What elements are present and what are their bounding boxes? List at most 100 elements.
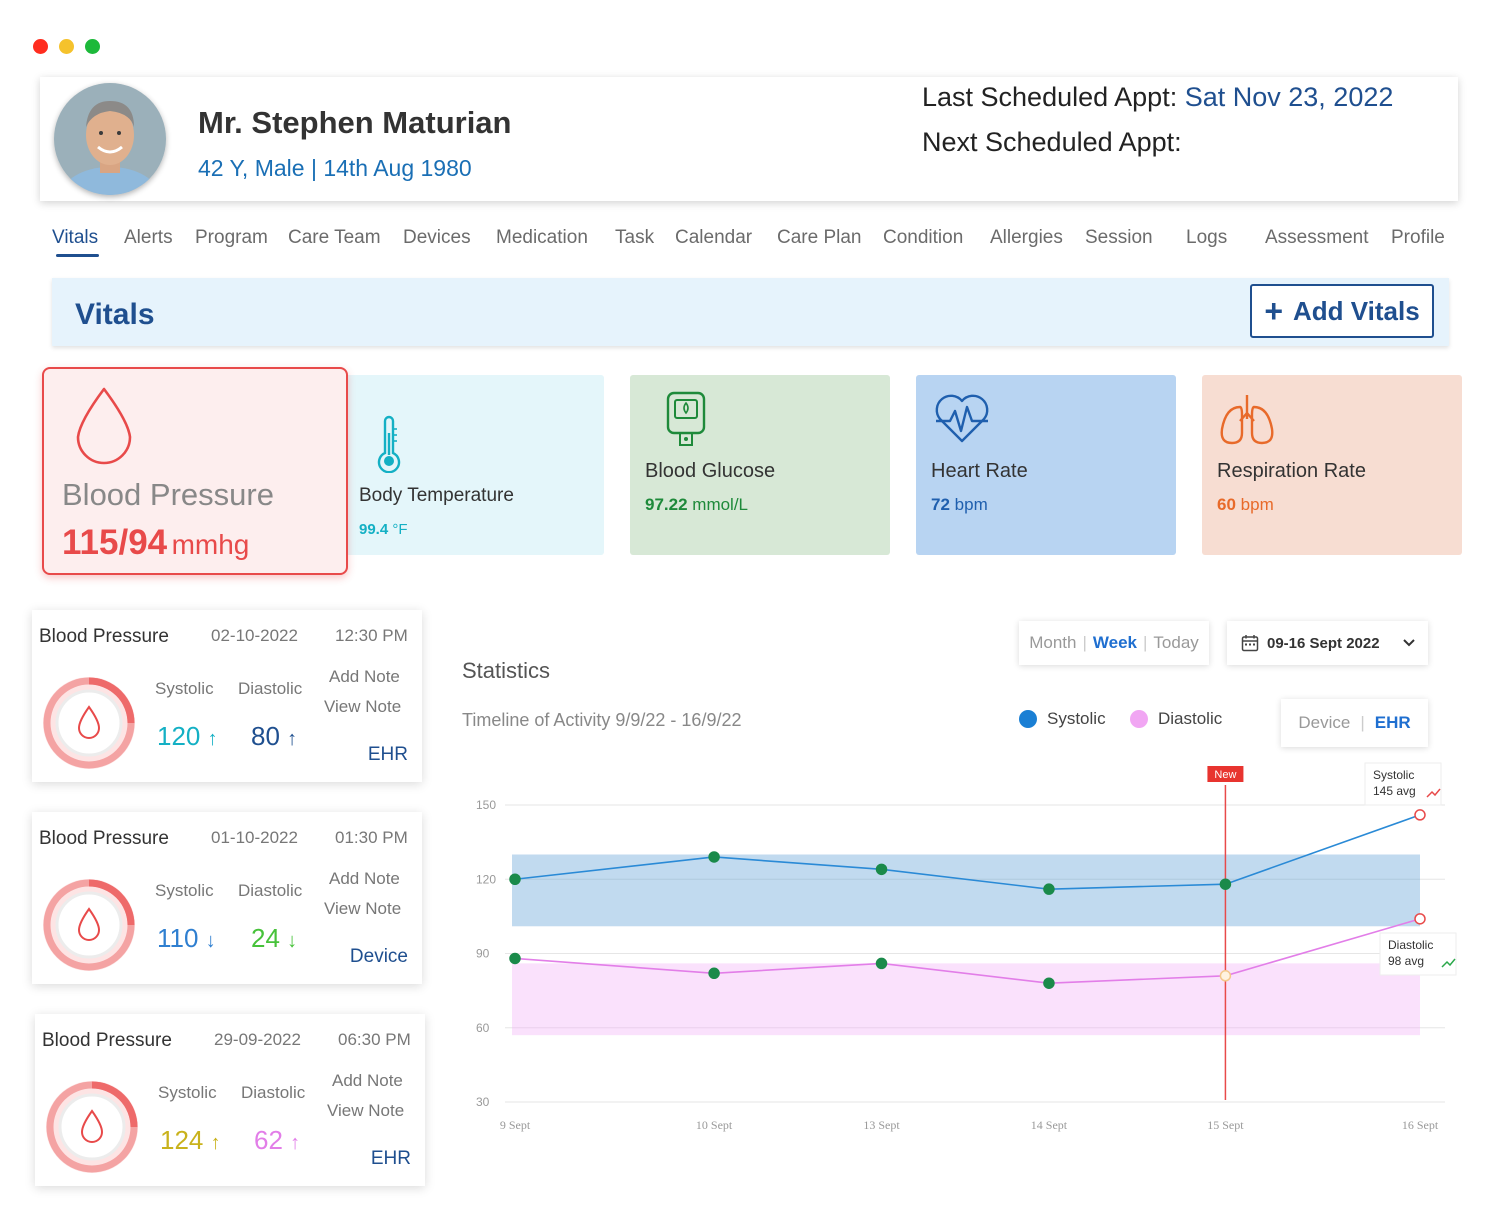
- window-maximize-dot[interactable]: [85, 39, 100, 54]
- systolic-value: 124 ↑: [160, 1125, 221, 1156]
- tab-care-plan[interactable]: Care Plan: [777, 227, 862, 248]
- vital-card-heart-rate[interactable]: Heart Rate 72 bpm: [916, 375, 1176, 555]
- respiration-label: Respiration Rate: [1217, 460, 1366, 482]
- add-note-link[interactable]: Add Note: [329, 667, 400, 686]
- last-appt-label: Last Scheduled Appt:: [922, 82, 1178, 112]
- date-range-value: 09-16 Sept 2022: [1267, 634, 1380, 652]
- vital-card-glucose[interactable]: Blood Glucose 97.22 mmol/L: [630, 375, 890, 555]
- systolic-value: 120 ↑: [157, 721, 218, 752]
- heart-rate-value: 72 bpm: [931, 495, 988, 515]
- reading-time: 12:30 PM: [335, 626, 408, 645]
- respiration-unit: bpm: [1240, 495, 1274, 514]
- diastolic-line: [514, 918, 1421, 985]
- reading-time: 06:30 PM: [338, 1030, 411, 1049]
- add-note-link[interactable]: Add Note: [329, 869, 400, 888]
- heart-rate-icon: [935, 394, 989, 443]
- reading-card[interactable]: Blood Pressure 01-10-2022 01:30 PM Systolic…: [32, 812, 422, 984]
- add-note-link[interactable]: Add Note: [332, 1071, 403, 1090]
- normal-range-band: [512, 963, 1420, 1036]
- legend-systolic-label: Systolic: [1047, 709, 1106, 728]
- tab-medication[interactable]: Medication: [496, 227, 588, 248]
- source-toggle: Device | EHR: [1281, 699, 1428, 747]
- diastolic-tooltip: Diastolic 98 avg: [1379, 932, 1457, 976]
- systolic-number: 110: [157, 923, 199, 953]
- add-vitals-button[interactable]: + Add Vitals: [1250, 284, 1434, 338]
- systolic-label: Systolic: [158, 1083, 217, 1102]
- tooltip-name: Diastolic: [1388, 938, 1433, 952]
- reading-card[interactable]: Blood Pressure 29-09-2022 06:30 PM Systolic…: [35, 1014, 425, 1186]
- range-selector: Month | Week | Today: [1019, 621, 1209, 665]
- heart-rate-label: Heart Rate: [931, 460, 1028, 482]
- active-tab-indicator: [56, 254, 99, 257]
- x-tick-label: 16 Sept: [1402, 1118, 1439, 1132]
- systolic-line: [514, 814, 1421, 890]
- new-badge-label: New: [1214, 769, 1236, 781]
- tab-calendar[interactable]: Calendar: [675, 227, 753, 248]
- x-tick-label: 9 Sept: [500, 1118, 531, 1132]
- heart-rate-number: 72: [931, 495, 950, 514]
- source-ehr[interactable]: EHR: [1374, 713, 1411, 732]
- statistics-title: Statistics: [462, 658, 551, 683]
- systolic-point: [509, 873, 521, 885]
- systolic-number: 120: [157, 721, 201, 751]
- next-appointment: Next Scheduled Appt:: [922, 127, 1182, 158]
- reading-card[interactable]: Blood Pressure 02-10-2022 12:30 PM Systolic…: [32, 610, 422, 782]
- patient-name: Mr. Stephen Maturian: [198, 105, 512, 140]
- tab-allergies[interactable]: Allergies: [990, 227, 1063, 248]
- tab-condition[interactable]: Condition: [883, 227, 964, 248]
- tab-program[interactable]: Program: [195, 227, 268, 248]
- systolic-tooltip: Systolic 145 avg: [1364, 762, 1442, 806]
- date-range-picker[interactable]: 09-16 Sept 2022: [1227, 621, 1428, 665]
- view-note-link[interactable]: View Note: [324, 899, 402, 918]
- diastolic-value: 62 ↑: [254, 1125, 300, 1156]
- window-close-dot[interactable]: [33, 39, 48, 54]
- blood-drop-gauge-icon: [43, 879, 135, 971]
- diastolic-value: 80 ↑: [251, 721, 297, 752]
- tab-devices[interactable]: Devices: [403, 227, 471, 248]
- temperature-unit: °F: [392, 521, 408, 538]
- systolic-value: 110 ↓: [157, 923, 216, 954]
- diastolic-label: Diastolic: [238, 679, 303, 698]
- x-tick-label: 14 Sept: [1031, 1118, 1068, 1132]
- blood-drop-icon: [76, 387, 132, 465]
- lungs-icon: [1220, 395, 1274, 445]
- systolic-point: [1414, 809, 1426, 821]
- range-month[interactable]: Month: [1029, 633, 1077, 652]
- view-note-link[interactable]: View Note: [327, 1101, 405, 1120]
- vital-card-temperature[interactable]: Body Temperature 99.4 °F: [340, 375, 604, 555]
- last-appt-value: Sat Nov 23, 2022: [1184, 82, 1394, 112]
- range-week[interactable]: Week: [1092, 633, 1137, 652]
- reading-source: EHR: [367, 744, 408, 765]
- new-badge: [1207, 766, 1244, 782]
- vital-card-blood-pressure[interactable]: Blood Pressure 115/94 mmhg: [42, 367, 348, 575]
- reading-title: Blood Pressure: [39, 626, 169, 647]
- reading-date: 01-10-2022: [211, 828, 298, 847]
- tooltip-box: [1364, 762, 1442, 806]
- normal-range-band: [512, 854, 1420, 927]
- bp-line-chart: 150 120 90 60 30 9 Sept 10 Sept 13 Sept 14 Sept 1…: [476, 762, 1457, 1132]
- tab-profile[interactable]: Profile: [1391, 227, 1445, 248]
- vital-card-respiration[interactable]: Respiration Rate 60 bpm: [1202, 375, 1462, 555]
- tab-logs[interactable]: Logs: [1186, 227, 1228, 248]
- view-note-link[interactable]: View Note: [324, 697, 402, 716]
- tab-vitals[interactable]: Vitals: [52, 227, 99, 248]
- systolic-point: [1219, 878, 1232, 890]
- y-tick-label: 90: [476, 947, 490, 961]
- tooltip-avg: 145 avg: [1373, 784, 1416, 798]
- glucose-value: 97.22 mmol/L: [645, 495, 748, 515]
- tab-task[interactable]: Task: [615, 227, 655, 248]
- tab-assessment[interactable]: Assessment: [1265, 227, 1369, 248]
- tab-care-team[interactable]: Care Team: [288, 227, 381, 248]
- source-device[interactable]: Device: [1298, 713, 1351, 732]
- tab-alerts[interactable]: Alerts: [124, 227, 173, 248]
- section-title: Vitals: [75, 298, 155, 331]
- statistics-subtitle: Timeline of Activity 9/9/22 - 16/9/22: [462, 710, 742, 730]
- tab-session[interactable]: Session: [1085, 227, 1153, 248]
- range-today[interactable]: Today: [1153, 633, 1199, 652]
- diastolic-point: [1219, 970, 1232, 982]
- window-minimize-dot[interactable]: [59, 39, 74, 54]
- legend-systolic-swatch: [1019, 710, 1037, 728]
- x-tick-label: 13 Sept: [863, 1118, 900, 1132]
- y-tick-label: 150: [476, 798, 496, 812]
- next-appt-label: Next Scheduled Appt:: [922, 127, 1182, 157]
